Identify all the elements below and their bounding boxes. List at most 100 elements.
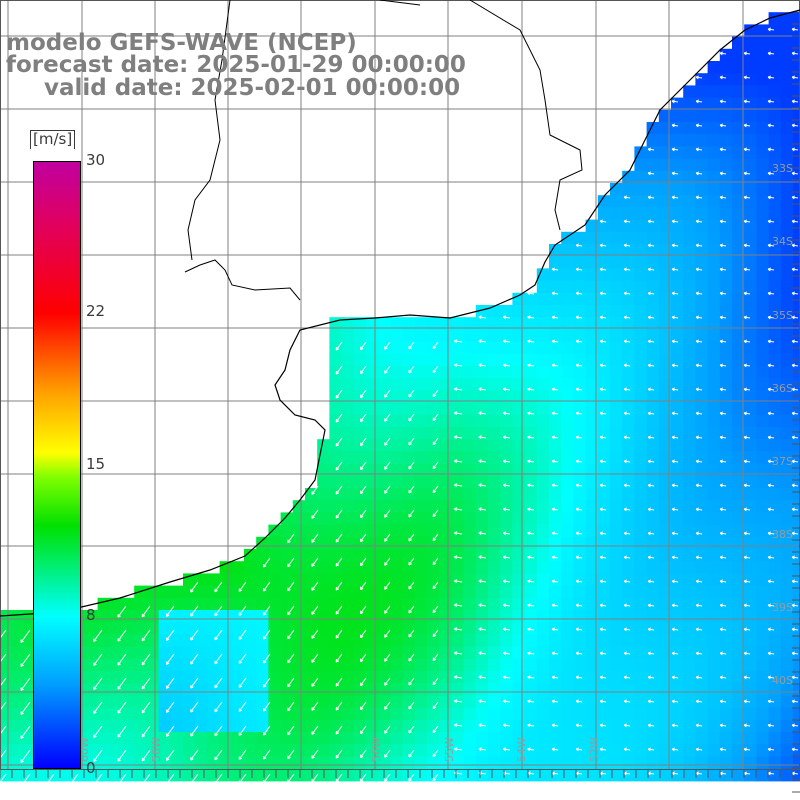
wind-arrow-head xyxy=(719,195,724,200)
wind-cell xyxy=(683,268,696,282)
wind-arrow-head xyxy=(767,627,772,632)
wind-arrow-head xyxy=(719,147,724,152)
wind-arrow xyxy=(743,628,751,631)
wind-arrow xyxy=(623,484,631,487)
wind-arrow xyxy=(695,556,703,559)
wind-arrow xyxy=(263,677,271,688)
wind-arrow xyxy=(623,748,631,751)
wind-cell xyxy=(280,732,294,745)
wind-cell xyxy=(451,317,465,330)
wind-cell xyxy=(439,463,452,477)
wind-cell xyxy=(793,378,800,391)
wind-arrow xyxy=(360,653,367,662)
wind-cell xyxy=(439,585,452,599)
wind-cell xyxy=(305,646,318,660)
wind-arrow xyxy=(384,773,391,782)
wind-cell xyxy=(793,634,800,648)
wind-arrow xyxy=(551,628,559,631)
wind-arrow xyxy=(719,100,727,103)
wind-arrow-head xyxy=(165,709,170,713)
wind-cell xyxy=(683,329,696,343)
wind-arrow xyxy=(503,316,511,319)
wind-cell xyxy=(536,744,550,757)
wind-cell xyxy=(683,768,696,782)
wind-cell xyxy=(512,427,526,440)
wind-cell xyxy=(597,280,611,294)
wind-arrow xyxy=(623,340,631,343)
wind-cell xyxy=(646,317,660,330)
wind-cell xyxy=(683,463,696,477)
wind-cell xyxy=(646,366,660,379)
wind-arrow-head xyxy=(432,633,437,638)
wind-arrow-head xyxy=(575,507,580,512)
wind-arrow xyxy=(719,556,727,559)
wind-cell xyxy=(512,378,526,391)
wind-cell xyxy=(549,634,562,648)
wind-cell xyxy=(610,305,623,318)
wind-cell xyxy=(427,500,440,513)
wind-arrow-head xyxy=(454,363,458,368)
wind-cell xyxy=(512,561,526,574)
wind-cell xyxy=(683,671,696,684)
wind-cell xyxy=(732,561,745,574)
wind-cell xyxy=(768,341,782,355)
wind-cell xyxy=(451,683,465,696)
wind-arrow xyxy=(287,749,295,759)
wind-arrow-head xyxy=(719,291,724,296)
wind-cell xyxy=(683,122,696,135)
wind-cell xyxy=(122,683,135,696)
wind-cell xyxy=(549,244,562,257)
wind-cell xyxy=(341,597,355,611)
wind-cell xyxy=(524,744,538,757)
wind-cell xyxy=(85,671,99,684)
wind-cell xyxy=(732,183,745,196)
wind-cell xyxy=(793,610,800,623)
wind-cell xyxy=(646,268,660,282)
wind-cell xyxy=(646,488,660,501)
wind-cell xyxy=(597,768,611,782)
wind-arrow xyxy=(719,76,727,79)
wind-cell xyxy=(414,634,428,648)
wind-arrow xyxy=(287,605,295,615)
wind-arrow xyxy=(454,412,463,415)
wind-cell xyxy=(512,719,526,733)
wind-cell xyxy=(488,658,501,672)
wind-cell xyxy=(402,549,416,562)
wind-cell xyxy=(390,366,404,379)
wind-arrow xyxy=(263,605,271,616)
wind-cell xyxy=(707,134,721,147)
wind-arrow-head xyxy=(478,675,482,680)
wind-cell xyxy=(768,378,782,391)
wind-cell xyxy=(573,610,587,623)
wind-arrow-head xyxy=(165,685,170,689)
wind-cell xyxy=(756,305,770,318)
wind-cell xyxy=(780,73,794,86)
wind-arrow xyxy=(575,412,583,415)
wind-arrow xyxy=(214,677,223,689)
wind-cell xyxy=(378,610,391,623)
wind-arrow-head xyxy=(287,779,291,784)
wind-cell xyxy=(695,610,709,623)
wind-cell xyxy=(390,512,404,526)
wind-cell xyxy=(756,402,770,416)
wind-cell xyxy=(183,756,196,770)
wind-cell xyxy=(146,744,160,757)
wind-cell xyxy=(707,756,721,770)
wind-arrow xyxy=(527,604,535,607)
wind-cell xyxy=(610,219,623,233)
wind-arrow-head xyxy=(335,778,340,783)
wind-cell xyxy=(793,475,800,489)
wind-cell xyxy=(158,683,172,696)
wind-cell xyxy=(390,329,404,343)
wind-cell xyxy=(305,610,318,623)
wind-cell xyxy=(109,634,123,648)
wind-cell xyxy=(646,353,660,367)
wind-cell xyxy=(475,524,489,538)
wind-cell xyxy=(732,524,745,538)
wind-arrow-head xyxy=(743,411,748,416)
wind-cell xyxy=(646,292,660,306)
wind-cell xyxy=(719,707,733,721)
wind-arrow-head xyxy=(599,243,604,248)
wind-cell xyxy=(378,402,391,416)
wind-arrow-head xyxy=(599,363,604,368)
